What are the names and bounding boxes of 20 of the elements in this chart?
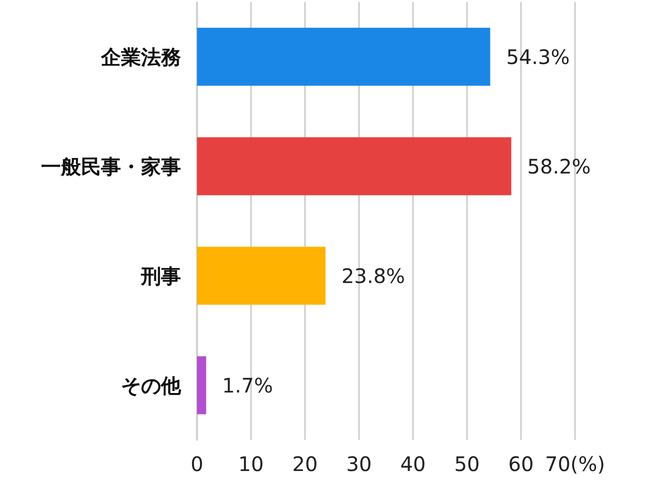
x-tick-label: 70(%) bbox=[544, 452, 606, 476]
x-tick-label: 10 bbox=[238, 452, 264, 476]
data-label: 54.3% bbox=[506, 44, 570, 69]
x-tick-label: 30 bbox=[346, 452, 372, 476]
x-tick-label: 0 bbox=[190, 452, 204, 476]
bar bbox=[197, 137, 512, 196]
bar bbox=[197, 246, 326, 305]
data-label: 1.7% bbox=[222, 373, 273, 398]
x-tick-label: 40 bbox=[400, 452, 426, 476]
bar bbox=[197, 356, 206, 414]
data-label: 23.8% bbox=[342, 264, 406, 288]
x-tick-label: 50 bbox=[454, 452, 480, 476]
y-tick-label: 刑事 bbox=[140, 264, 181, 288]
y-tick-label: 一般民事・家事 bbox=[41, 154, 181, 178]
data-label: 58.2% bbox=[527, 154, 591, 178]
x-tick-label: 60 bbox=[508, 452, 534, 476]
bar bbox=[197, 28, 490, 86]
y-tick-label: 企業法務 bbox=[100, 44, 181, 69]
x-tick-label: 20 bbox=[292, 452, 318, 476]
y-tick-label: その他 bbox=[121, 373, 182, 398]
